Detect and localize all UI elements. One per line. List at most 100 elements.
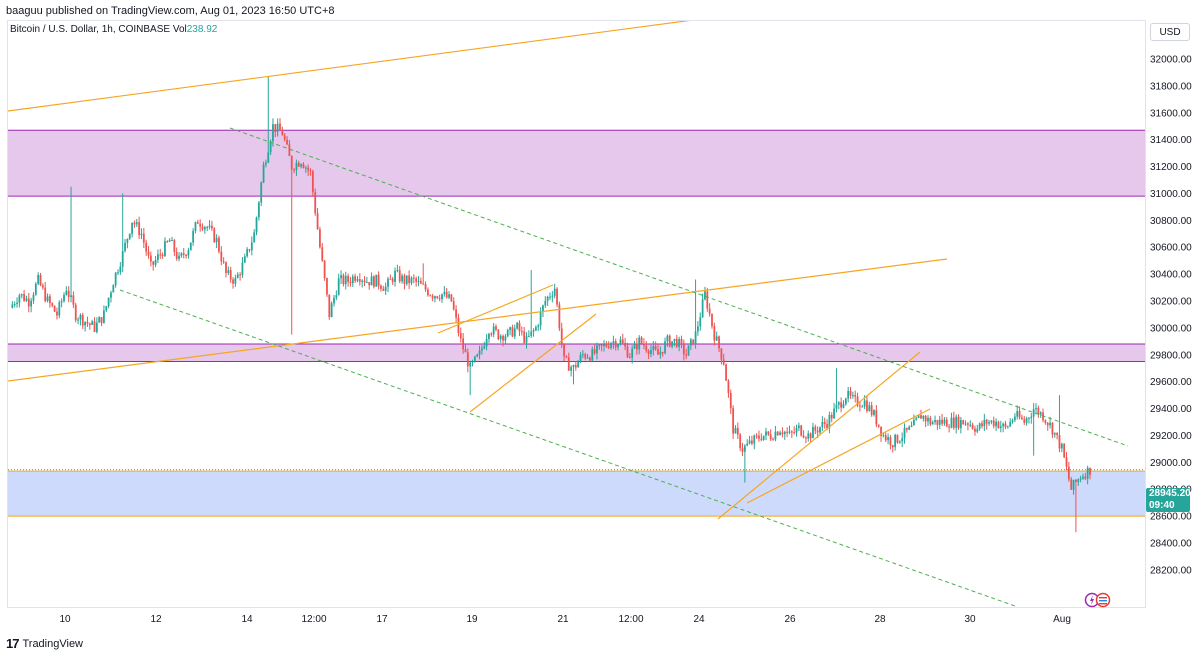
- time-tick-label: 12:00: [301, 614, 326, 625]
- candle-body: [751, 440, 753, 444]
- candle-body: [180, 253, 183, 256]
- candle-body: [319, 229, 321, 248]
- candle-body: [567, 357, 570, 371]
- candle-body: [232, 279, 234, 284]
- footer-branding: 17 TradingView: [6, 636, 83, 651]
- time-tick-label: 10: [59, 614, 71, 625]
- candle-body: [640, 337, 643, 344]
- candle-body: [513, 328, 516, 337]
- candle-body: [1084, 476, 1087, 479]
- time-axis: 10 12 14 12:00 17 19 21 12:00 24 26 28 30 Aug: [59, 614, 1070, 625]
- candle-body: [135, 222, 138, 225]
- candle-body: [361, 280, 364, 282]
- candle-body: [952, 417, 955, 428]
- time-tick-label: 30: [964, 614, 976, 625]
- candle-body: [86, 321, 89, 324]
- candle-body: [689, 339, 692, 346]
- candle-body: [74, 304, 77, 321]
- candle-body: [584, 354, 587, 358]
- candle-body: [1004, 423, 1007, 427]
- currency-selector[interactable]: USD: [1150, 23, 1190, 41]
- candle-body: [112, 285, 115, 293]
- candle-body: [203, 227, 206, 230]
- candle-body: [182, 253, 185, 255]
- candle-body: [377, 274, 380, 286]
- candle-body: [478, 350, 481, 355]
- candle-body: [354, 276, 357, 281]
- candle-body: [790, 431, 793, 433]
- chart-frame: [7, 20, 1146, 608]
- candle-body: [981, 423, 983, 427]
- candle-body: [713, 326, 716, 341]
- candle-body: [201, 226, 204, 230]
- candle-body: [943, 419, 946, 424]
- time-tick-label: 12: [150, 614, 162, 625]
- candle-body: [384, 286, 387, 291]
- price-tick-label: 29400.00: [1150, 404, 1192, 415]
- candle-body: [525, 336, 528, 343]
- candle-body: [58, 302, 61, 316]
- time-tick-label: 17: [376, 614, 388, 625]
- candle-body: [870, 405, 873, 415]
- candle-body: [539, 311, 542, 326]
- candle-body: [41, 285, 44, 288]
- candle-body: [262, 164, 265, 183]
- candle-body: [579, 354, 582, 362]
- candle-body: [18, 295, 21, 303]
- candle-body: [441, 294, 443, 300]
- candle-body: [537, 325, 540, 328]
- candle-body: [964, 423, 967, 425]
- candle-body: [748, 440, 751, 444]
- candle-body: [157, 254, 159, 261]
- candle-body: [732, 408, 735, 434]
- candle-body: [628, 357, 631, 359]
- candle-body: [351, 276, 354, 284]
- candle-body: [443, 291, 446, 295]
- price-tick-label: 30800.00: [1150, 216, 1192, 227]
- candle-body: [222, 261, 225, 263]
- candle-body: [462, 338, 465, 350]
- candle-body: [192, 230, 195, 243]
- candle-body: [809, 433, 812, 439]
- candle-body: [154, 260, 157, 265]
- candle-body: [218, 237, 220, 252]
- candle-body: [668, 335, 671, 347]
- candle-body: [1013, 416, 1016, 421]
- price-tick-label: 29200.00: [1150, 431, 1192, 442]
- candle-body: [859, 405, 861, 407]
- events-icon[interactable]: [1084, 592, 1114, 608]
- candle-body: [70, 295, 72, 298]
- candle-body: [488, 333, 490, 340]
- candle-body: [175, 251, 178, 259]
- candle-body: [199, 223, 202, 227]
- price-tick-label: 30600.00: [1150, 243, 1192, 254]
- candle-body: [39, 274, 42, 286]
- candle-body: [302, 164, 305, 168]
- candle-body: [424, 284, 427, 290]
- candle-body: [492, 326, 495, 335]
- price-tick-label: 30400.00: [1150, 270, 1192, 281]
- candle-body: [581, 354, 584, 356]
- candle-body: [142, 233, 145, 243]
- candle-body: [363, 280, 366, 283]
- candle-body: [283, 135, 286, 140]
- candle-body: [206, 227, 209, 229]
- candle-body: [1021, 417, 1023, 420]
- candle-body: [1086, 467, 1089, 479]
- candle-body: [586, 357, 589, 359]
- candle-body: [760, 438, 763, 440]
- candle-body: [840, 402, 843, 408]
- candle-body: [1046, 422, 1049, 426]
- candle-body: [931, 422, 934, 425]
- candle-body: [499, 335, 502, 340]
- candle-body: [187, 250, 190, 256]
- candle-body: [553, 288, 556, 296]
- candle-body: [854, 395, 857, 397]
- candle-body: [967, 423, 969, 425]
- candle-body: [344, 275, 347, 285]
- candle-body: [91, 321, 94, 325]
- drawings-layer: [8, 21, 1129, 607]
- candle-body: [910, 425, 913, 427]
- candle-body: [1070, 479, 1073, 490]
